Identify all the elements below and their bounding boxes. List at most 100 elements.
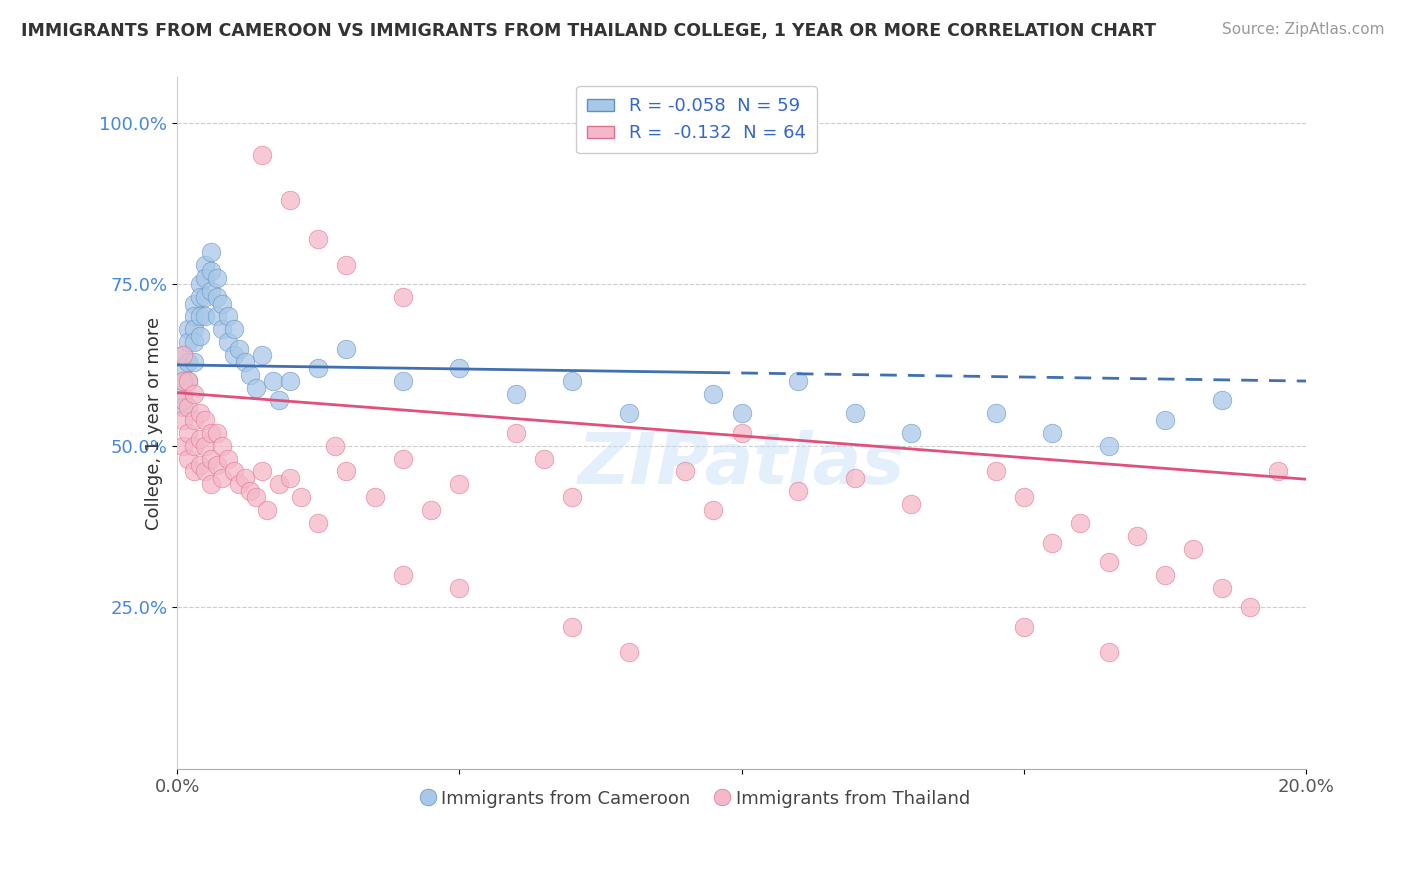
Point — [617, 645, 640, 659]
Point — [217, 451, 239, 466]
Point — [200, 244, 222, 259]
Point — [205, 270, 228, 285]
Point — [787, 374, 810, 388]
Point — [211, 471, 233, 485]
Point — [194, 270, 217, 285]
Text: ZIPatlas: ZIPatlas — [578, 430, 905, 499]
Point — [217, 310, 239, 324]
Point — [1154, 413, 1177, 427]
Point — [278, 374, 301, 388]
Point — [177, 451, 200, 466]
Point — [787, 483, 810, 498]
Text: Source: ZipAtlas.com: Source: ZipAtlas.com — [1222, 22, 1385, 37]
Point — [211, 322, 233, 336]
Point — [200, 264, 222, 278]
Point — [278, 193, 301, 207]
Point — [172, 413, 194, 427]
Point — [183, 296, 205, 310]
Point — [1012, 491, 1035, 505]
Point — [900, 425, 922, 440]
Point — [1126, 529, 1149, 543]
Point — [335, 258, 357, 272]
Point — [335, 342, 357, 356]
Point — [177, 374, 200, 388]
Point — [278, 471, 301, 485]
Point — [844, 471, 866, 485]
Point — [1040, 425, 1063, 440]
Point — [211, 439, 233, 453]
Point — [256, 503, 278, 517]
Point — [1098, 645, 1121, 659]
Point — [1040, 535, 1063, 549]
Point — [172, 374, 194, 388]
Point — [233, 354, 256, 368]
Point — [222, 465, 245, 479]
Point — [177, 322, 200, 336]
Point — [205, 425, 228, 440]
Point — [984, 465, 1007, 479]
Point — [1239, 600, 1261, 615]
Point — [217, 335, 239, 350]
Point — [561, 619, 583, 633]
Point — [177, 335, 200, 350]
Point — [172, 400, 194, 414]
Point — [420, 503, 443, 517]
Point — [200, 284, 222, 298]
Point — [449, 361, 471, 376]
Point — [239, 483, 262, 498]
Point — [211, 296, 233, 310]
Point — [844, 406, 866, 420]
Point — [1098, 439, 1121, 453]
Point — [205, 458, 228, 472]
Point — [194, 413, 217, 427]
Legend: Immigrants from Cameroon, Immigrants from Thailand: Immigrants from Cameroon, Immigrants fro… — [416, 782, 977, 815]
Point — [172, 348, 194, 362]
Point — [702, 387, 724, 401]
Point — [188, 458, 211, 472]
Point — [250, 148, 273, 162]
Point — [1211, 581, 1233, 595]
Y-axis label: College, 1 year or more: College, 1 year or more — [145, 317, 163, 530]
Point — [177, 400, 200, 414]
Point — [183, 310, 205, 324]
Point — [239, 368, 262, 382]
Point — [267, 393, 290, 408]
Point — [183, 413, 205, 427]
Point — [183, 387, 205, 401]
Point — [335, 465, 357, 479]
Point — [222, 348, 245, 362]
Point — [561, 374, 583, 388]
Point — [307, 516, 329, 531]
Point — [1182, 541, 1205, 556]
Point — [505, 387, 527, 401]
Point — [188, 290, 211, 304]
Point — [1154, 567, 1177, 582]
Point — [561, 491, 583, 505]
Point — [194, 465, 217, 479]
Point — [228, 342, 250, 356]
Point — [177, 374, 200, 388]
Point — [205, 310, 228, 324]
Point — [172, 439, 194, 453]
Point — [307, 232, 329, 246]
Point — [188, 277, 211, 292]
Point — [200, 451, 222, 466]
Point — [364, 491, 387, 505]
Point — [702, 503, 724, 517]
Point — [731, 406, 754, 420]
Point — [194, 310, 217, 324]
Point — [188, 310, 211, 324]
Point — [194, 290, 217, 304]
Point — [262, 374, 284, 388]
Point — [183, 354, 205, 368]
Point — [392, 567, 415, 582]
Point — [1211, 393, 1233, 408]
Point — [245, 380, 267, 394]
Point — [290, 491, 312, 505]
Point — [1069, 516, 1091, 531]
Point — [200, 477, 222, 491]
Point — [250, 465, 273, 479]
Point — [172, 348, 194, 362]
Point — [172, 387, 194, 401]
Point — [250, 348, 273, 362]
